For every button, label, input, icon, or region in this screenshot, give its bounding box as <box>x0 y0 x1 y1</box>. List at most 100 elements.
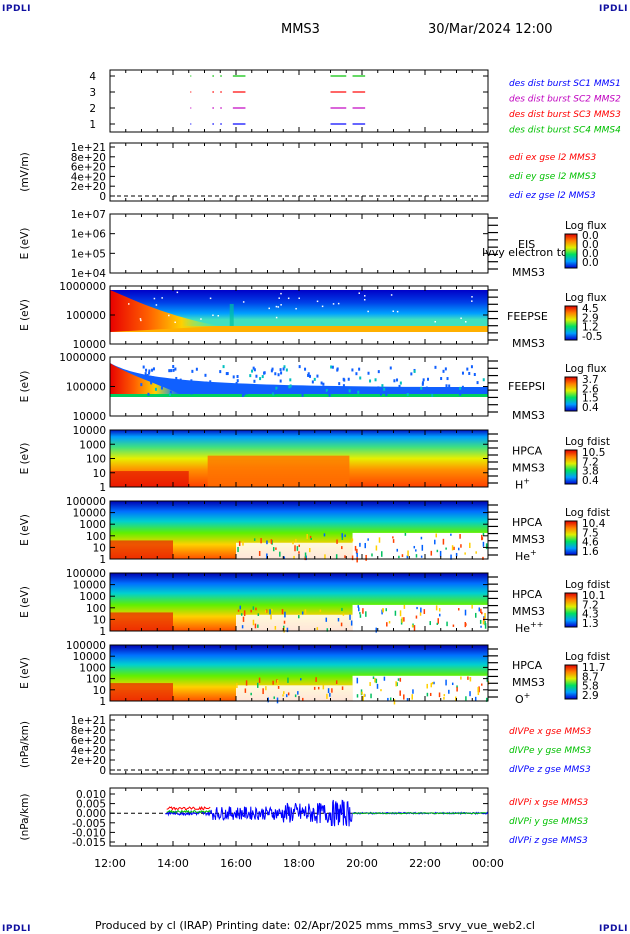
heatmap-speck <box>273 391 276 395</box>
heatmap-speck <box>461 371 464 375</box>
y-tick-label: 100 <box>86 454 106 466</box>
heatmap-speck <box>279 379 282 383</box>
heatmap-speck <box>471 296 473 298</box>
heatmap-speck <box>265 686 267 691</box>
heatmap-speck <box>253 368 256 372</box>
heatmap-speck <box>468 371 471 375</box>
colorbar-tick-label: 0.4 <box>582 402 599 414</box>
heatmap-speck <box>337 618 340 622</box>
heatmap-speck <box>150 381 153 385</box>
heatmap-speck <box>396 378 399 382</box>
heatmap-speck <box>477 692 480 696</box>
heatmap-hot-region <box>110 683 173 701</box>
spacecraft-label: MMS3 <box>512 533 545 546</box>
heatmap-speck <box>347 377 350 381</box>
edi-panel-frame <box>109 142 489 202</box>
heatmap-speck <box>399 610 402 617</box>
heatmap-speck <box>364 295 366 297</box>
heatmap-speck <box>480 387 483 391</box>
heatmap-speck <box>415 554 418 558</box>
y-tick-label: 3 <box>89 87 96 99</box>
heatmap-speck <box>276 697 279 704</box>
colorbar-tick-label: 7.2 <box>582 599 599 611</box>
y-tick-label: 2e+20 <box>71 755 106 767</box>
heatmap-speck <box>465 696 467 701</box>
heatmap-speck <box>362 696 364 702</box>
heatmap-speck <box>469 691 471 697</box>
heatmap-speck <box>403 617 405 622</box>
heatmap-speck <box>448 689 450 694</box>
heatmap-speck <box>265 609 268 613</box>
divpi-legend-entry: dIVPi x gse MMS3 <box>509 798 589 808</box>
heatmap-speck <box>351 368 354 372</box>
divpe-legend-entry: dIVPe y gse MMS3 <box>509 746 592 756</box>
heatmap-speck <box>427 377 430 381</box>
species-charge: + <box>530 548 537 557</box>
heatmap-speck <box>365 554 367 561</box>
heatmap-speck <box>237 546 239 553</box>
heatmap-speck <box>438 692 441 698</box>
heatmap-speck <box>152 376 155 380</box>
heatmap-speck <box>422 378 425 382</box>
heatmap-speck <box>283 627 285 633</box>
heatmap-speck <box>332 303 335 305</box>
heatmap-speck <box>382 608 384 612</box>
heatmap-speck <box>361 691 363 695</box>
heatmap-speck <box>397 678 400 681</box>
spacecraft-label: MMS3 <box>512 409 545 422</box>
heatmap-speck <box>293 555 295 560</box>
colorbar-title: Log fdist <box>565 651 610 663</box>
heatmap-speck <box>376 683 379 689</box>
y-tick-label: 100000 <box>66 640 106 652</box>
heatmap-speck <box>168 314 170 317</box>
species-label: O+ <box>515 691 530 706</box>
heatmap-speck <box>448 384 451 388</box>
colorbar-tick-label: 4.6 <box>582 537 599 549</box>
heatmap-speck <box>469 676 472 682</box>
heatmap-speck <box>395 681 397 687</box>
heatmap-speck <box>275 386 278 390</box>
heatmap-speck <box>273 696 275 699</box>
y-tick-label: 1000000 <box>59 352 106 364</box>
heatmap-speck <box>359 376 362 380</box>
heatmap-speck <box>351 538 354 542</box>
colorbar-tick-label: 7.5 <box>582 527 599 539</box>
heatmap-speck <box>252 606 255 610</box>
burst-panel-frame <box>109 69 489 133</box>
y-tick-label: 100 <box>86 674 106 686</box>
colorbar <box>564 233 578 269</box>
heatmap-speck <box>416 606 418 610</box>
heatmap-speck <box>236 379 239 383</box>
heatmap-speck <box>363 693 366 697</box>
heatmap-speck <box>272 392 275 396</box>
heatmap-speck <box>148 371 151 375</box>
heatmap-speck <box>258 550 261 556</box>
heatmap-speck <box>337 302 340 305</box>
heatmap-speck <box>381 609 383 615</box>
heatmap-speck <box>335 554 338 560</box>
colorbar-title: Log flux <box>565 363 607 375</box>
heatmap-speck <box>161 297 163 299</box>
colorbar-tick-label: 8.7 <box>582 671 599 683</box>
heatmap-speck <box>283 620 286 624</box>
heatmap-speck <box>399 381 402 385</box>
heatmap-speck <box>285 694 288 698</box>
heatmap-speck <box>482 378 485 382</box>
heatmap-speck <box>401 617 403 623</box>
heatmap-speck <box>289 384 292 388</box>
heatmap-speck <box>436 622 439 625</box>
heatmap-speck <box>461 385 464 389</box>
colorbar-tick-label: 3.7 <box>582 374 599 386</box>
heatmap-speck <box>275 305 278 308</box>
heatmap-speck <box>280 304 282 306</box>
overlay-label: Ivvy electron to <box>482 246 568 259</box>
heatmap-speck <box>485 543 488 550</box>
y-tick-label: 10000 <box>73 425 106 437</box>
y-tick-label: 8e+20 <box>71 725 106 737</box>
corner-label-top-left: IPDLI <box>2 4 31 14</box>
heatmap-speck <box>478 686 480 693</box>
heatmap-speck <box>464 552 466 555</box>
heatmap-band <box>110 326 488 332</box>
colorbar <box>564 520 578 556</box>
heatmap-speck <box>425 386 428 390</box>
